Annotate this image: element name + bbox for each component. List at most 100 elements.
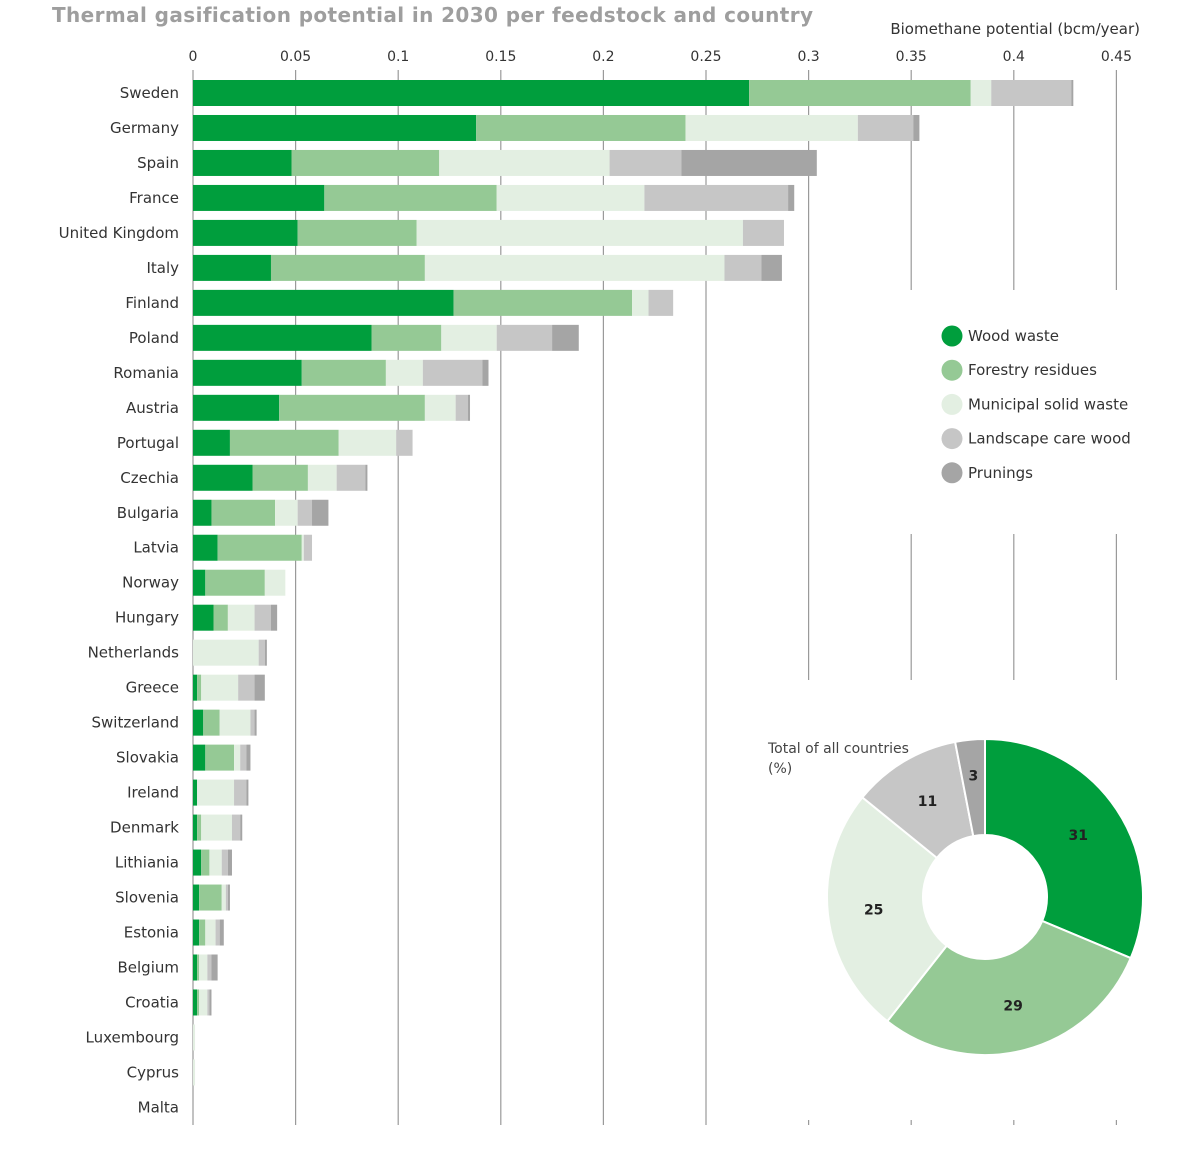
pie-slice-forestry-residues xyxy=(885,919,1133,1056)
bar-segment-slovakia-forestry-residues xyxy=(205,744,235,771)
bar-segment-poland-municipal-solid-waste xyxy=(441,324,497,351)
country-label-malta: Malta xyxy=(138,1098,179,1116)
bar-segment-united-kingdom-forestry-residues xyxy=(297,219,417,246)
bar-segment-poland-prunings xyxy=(552,324,579,351)
bar-segment-croatia-landscape-care-wood xyxy=(207,989,210,1016)
bar-segment-slovenia-landscape-care-wood xyxy=(225,884,228,911)
bar-segment-sweden-forestry-residues xyxy=(749,80,971,106)
legend-label-municipal-solid-waste: Municipal solid waste xyxy=(968,395,1128,413)
bar-segment-slovenia-forestry-residues xyxy=(199,884,222,911)
bar-segment-bulgaria-landscape-care-wood xyxy=(297,499,313,526)
country-label-cyprus: Cyprus xyxy=(127,1063,180,1081)
country-label-spain: Spain xyxy=(137,154,179,172)
bar-segment-austria-wood-waste xyxy=(193,394,280,421)
bar-segment-denmark-municipal-solid-waste xyxy=(201,814,232,841)
pie-slice-wood-waste xyxy=(984,737,1144,960)
bar-segment-portugal-landscape-care-wood xyxy=(396,429,413,456)
x-tick-label: 0.3 xyxy=(797,49,819,65)
bar-segment-portugal-forestry-residues xyxy=(229,429,339,456)
bar-segment-poland-wood-waste xyxy=(193,324,372,351)
x-tick-label: 0 xyxy=(189,49,198,65)
bar-segment-italy-prunings xyxy=(761,254,782,281)
country-label-romania: Romania xyxy=(113,364,179,382)
legend-swatch-prunings xyxy=(941,462,963,484)
bar-segment-germany-municipal-solid-waste xyxy=(685,114,858,141)
bar-segment-slovakia-landscape-care-wood xyxy=(240,744,247,771)
bar-segment-france-prunings xyxy=(788,184,795,211)
bar-segment-spain-municipal-solid-waste xyxy=(439,149,610,176)
bar-segment-italy-forestry-residues xyxy=(270,254,425,281)
bar-segment-france-forestry-residues xyxy=(324,184,497,211)
bar-segment-finland-forestry-residues xyxy=(453,289,633,316)
bar-segment-slovenia-prunings xyxy=(227,884,230,911)
x-tick-label: 0.15 xyxy=(485,49,516,65)
bar-segment-belgium-forestry-residues xyxy=(197,954,200,981)
bar-segment-czechia-prunings xyxy=(365,464,368,491)
bar-segment-hungary-municipal-solid-waste xyxy=(227,604,255,631)
country-label-netherlands: Netherlands xyxy=(88,644,180,662)
bar-segment-slovakia-wood-waste xyxy=(193,744,206,771)
bar-segment-latvia-municipal-solid-waste xyxy=(301,534,304,561)
bar-segment-czechia-municipal-solid-waste xyxy=(307,464,337,491)
bar-segment-switzerland-municipal-solid-waste xyxy=(219,709,251,736)
bar-segment-romania-municipal-solid-waste xyxy=(385,359,423,386)
bar-segment-lithiania-wood-waste xyxy=(193,849,202,876)
bar-segment-slovakia-municipal-solid-waste xyxy=(234,744,241,771)
bar-segment-spain-wood-waste xyxy=(193,149,292,176)
legend-swatch-landscape-care-wood xyxy=(941,428,963,450)
country-labels: Sweden Germany Spain France United Kingdom It… xyxy=(59,84,180,1116)
bar-segment-czechia-wood-waste xyxy=(193,464,253,491)
legend-label-forestry-residues: Forestry residues xyxy=(968,361,1097,379)
bar-segment-bulgaria-municipal-solid-waste xyxy=(275,499,298,526)
bar-segment-estonia-forestry-residues xyxy=(199,919,206,946)
country-label-estonia: Estonia xyxy=(124,924,179,942)
bar-segment-bulgaria-forestry-residues xyxy=(211,499,276,526)
x-tick-label: 0.45 xyxy=(1101,49,1132,65)
legend: Wood waste Forestry residues Municipal sol… xyxy=(941,325,1131,484)
bar-segment-croatia-forestry-residues xyxy=(197,989,200,1016)
pie-title-unit: (%) xyxy=(768,761,792,777)
bar-segment-ireland-municipal-solid-waste xyxy=(197,779,235,806)
bar-segment-switzerland-prunings xyxy=(254,709,257,736)
bar-segment-switzerland-forestry-residues xyxy=(203,709,220,736)
bar-series xyxy=(193,80,1074,1086)
x-tick-label: 0.35 xyxy=(896,49,927,65)
country-label-slovakia: Slovakia xyxy=(116,749,179,767)
bar-segment-ireland-landscape-care-wood xyxy=(234,779,247,806)
x-tick-label: 0.2 xyxy=(592,49,614,65)
country-label-finland: Finland xyxy=(125,294,179,312)
country-label-croatia: Croatia xyxy=(125,993,179,1011)
bar-segment-croatia-wood-waste xyxy=(193,989,198,1016)
bar-segment-croatia-municipal-solid-waste xyxy=(199,989,208,1016)
bar-segment-greece-prunings xyxy=(254,674,265,701)
legend-label-prunings: Prunings xyxy=(968,464,1033,482)
bar-segment-greece-landscape-care-wood xyxy=(238,674,255,701)
bar-segment-lithiania-landscape-care-wood xyxy=(221,849,228,876)
chart-title: Thermal gasification potential in 2030 p… xyxy=(52,3,814,27)
bar-segment-poland-landscape-care-wood xyxy=(496,324,553,351)
x-axis-label: Biomethane potential (bcm/year) xyxy=(890,20,1140,38)
bar-segment-bulgaria-prunings xyxy=(312,499,329,526)
bar-segment-norway-forestry-residues xyxy=(205,569,265,596)
country-label-ireland: Ireland xyxy=(127,784,179,802)
bar-segment-denmark-landscape-care-wood xyxy=(231,814,241,841)
bar-segment-germany-landscape-care-wood xyxy=(857,114,914,141)
pie-label-landscape-care-wood: 11 xyxy=(918,794,937,810)
bar-segment-finland-wood-waste xyxy=(193,289,454,316)
legend-background xyxy=(860,290,1180,534)
bar-segment-ireland-wood-waste xyxy=(193,779,198,806)
bar-segment-slovenia-municipal-solid-waste xyxy=(221,884,226,911)
bar-segment-italy-municipal-solid-waste xyxy=(424,254,725,281)
bar-segment-denmark-forestry-residues xyxy=(197,814,202,841)
country-label-lithiania: Lithiania xyxy=(115,854,179,872)
bar-segment-austria-forestry-residues xyxy=(279,394,425,421)
legend-swatch-forestry-residues xyxy=(941,359,963,381)
pie-slice-prunings xyxy=(953,737,986,838)
pie-title: Total of all countries xyxy=(767,741,909,757)
country-label-belgium: Belgium xyxy=(118,959,180,977)
bar-segment-spain-forestry-residues xyxy=(291,149,440,176)
bar-segment-hungary-wood-waste xyxy=(193,604,214,631)
bar-segment-belgium-prunings xyxy=(211,954,218,981)
bar-segment-portugal-wood-waste xyxy=(193,429,230,456)
